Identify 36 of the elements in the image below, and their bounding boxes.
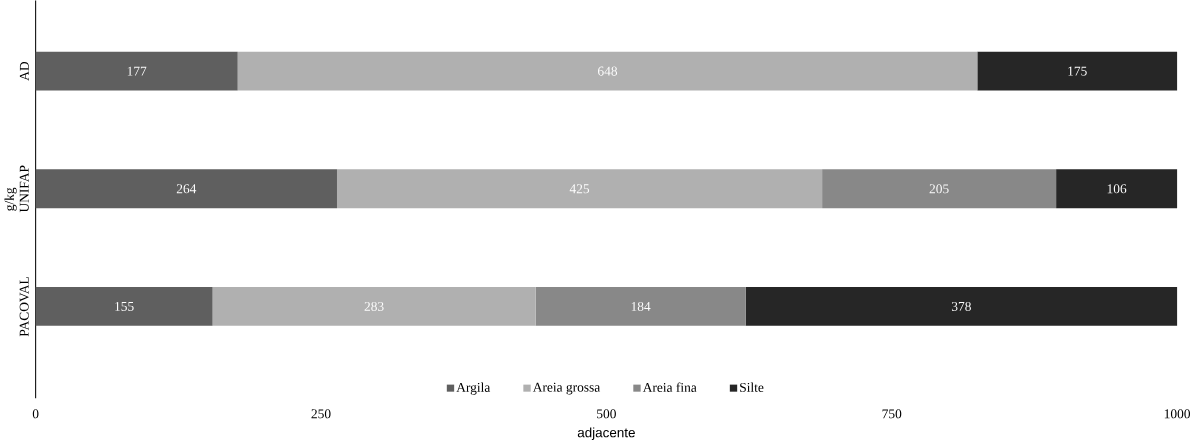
data-label: 177 xyxy=(127,66,147,76)
data-label: 106 xyxy=(1107,184,1127,194)
bar xyxy=(336,169,823,208)
data-label: 184 xyxy=(631,301,651,311)
bar xyxy=(237,51,978,91)
y-tick-label: PACOVAL xyxy=(19,276,29,337)
x-axis-title: adjacente xyxy=(577,427,635,440)
legend-label: Argila xyxy=(456,382,491,395)
bar xyxy=(35,286,213,326)
y-tick-label: UNIFAP xyxy=(19,165,29,213)
bar xyxy=(35,51,238,91)
bar xyxy=(1056,169,1178,208)
data-label: 155 xyxy=(115,301,134,311)
bar xyxy=(535,286,746,326)
y-tick-label: AD xyxy=(19,61,29,81)
legend-label: Silte xyxy=(740,382,764,392)
bar xyxy=(977,51,1178,91)
bar xyxy=(745,286,1178,326)
data-label: 264 xyxy=(176,184,197,194)
bar xyxy=(212,286,536,326)
data-label: 283 xyxy=(364,301,384,311)
x-tick-label: 750 xyxy=(882,409,902,419)
data-label: 205 xyxy=(929,184,949,194)
legend-label: Areia fina xyxy=(642,382,697,392)
y-axis-title: g/kg xyxy=(4,187,17,211)
data-label: 648 xyxy=(598,66,618,76)
bar xyxy=(822,169,1057,208)
data-label: 425 xyxy=(569,184,590,194)
bar xyxy=(35,169,337,208)
x-tick-label: 500 xyxy=(597,409,616,419)
data-label: 175 xyxy=(1068,66,1087,76)
x-tick-label: 0 xyxy=(32,409,39,419)
data-label: 378 xyxy=(951,301,971,311)
x-tick-label: 250 xyxy=(311,409,331,419)
legend-label: Areia grossa xyxy=(532,382,601,395)
x-tick-label: 1000 xyxy=(1164,409,1191,419)
